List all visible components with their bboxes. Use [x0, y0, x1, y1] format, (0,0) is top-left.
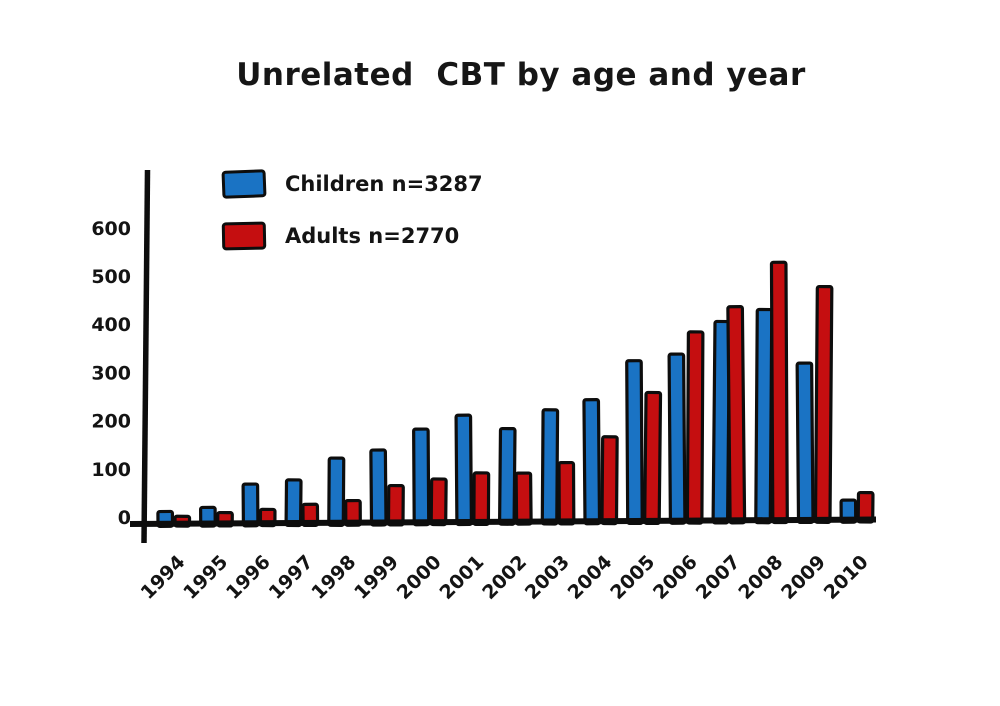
x-tick-label-1994: 1994: [137, 551, 190, 604]
x-tick-label-2001: 2001: [435, 551, 488, 604]
bar-adults-2008: [769, 260, 789, 525]
x-tick-label-2010: 2010: [820, 551, 873, 604]
bar-children-2005: [625, 359, 644, 526]
y-tick-label-300: 300: [91, 362, 131, 384]
legend-label-children: Children n=3287: [285, 171, 483, 196]
x-tick-label-1998: 1998: [307, 551, 360, 604]
legend-item-children: Children n=3287: [221, 168, 483, 199]
bar-children-2009: [795, 361, 815, 525]
bar-adults-2003: [557, 460, 576, 526]
bar-adults-2009: [813, 284, 834, 524]
y-tick-label-100: 100: [91, 459, 131, 481]
bar-adults-2001: [472, 471, 491, 527]
x-tick-label-1995: 1995: [179, 551, 232, 604]
y-tick-label-600: 600: [91, 218, 131, 240]
x-tick-label-2002: 2002: [478, 551, 531, 604]
legend-item-adults: Adults n=2770: [221, 221, 483, 250]
x-tick-label-2005: 2005: [606, 551, 659, 604]
x-tick-label-1996: 1996: [222, 551, 275, 604]
bar-children-1997: [284, 478, 303, 528]
bar-children-1998: [327, 456, 346, 527]
y-axis-line: [141, 169, 151, 544]
bar-children-2003: [540, 408, 560, 526]
chart-title: Unrelated CBT by age and year: [236, 57, 806, 93]
x-tick-label-2009: 2009: [777, 551, 830, 604]
legend: Children n=3287 Adults n=2770: [221, 168, 483, 250]
x-tick-label-2004: 2004: [564, 551, 617, 604]
x-tick-label-2008: 2008: [734, 551, 787, 604]
y-tick-label-500: 500: [91, 266, 131, 288]
bar-adults-2000: [429, 477, 448, 527]
bar-children-2008: [754, 307, 774, 525]
bar-adults-2006: [685, 330, 705, 525]
bar-adults-2002: [514, 471, 533, 526]
x-tick-label-2000: 2000: [393, 551, 446, 604]
y-tick-label-200: 200: [91, 411, 131, 433]
bar-adults-2004: [600, 435, 619, 526]
x-tick-label-1999: 1999: [350, 551, 403, 604]
bar-adults-2007: [726, 305, 747, 525]
x-tick-label-2003: 2003: [521, 551, 574, 604]
bar-children-2001: [454, 413, 474, 527]
bar-children-2000: [412, 427, 431, 527]
bar-children-2006: [667, 352, 687, 525]
bar-children-2004: [582, 398, 602, 526]
y-tick-label-0: 0: [118, 507, 131, 529]
bar-children-2002: [497, 426, 517, 526]
x-tick-label-2006: 2006: [649, 551, 702, 604]
x-axis-line: [129, 516, 877, 527]
y-tick-label-400: 400: [91, 314, 131, 336]
x-tick-label-2007: 2007: [692, 551, 745, 604]
legend-label-adults: Adults n=2770: [285, 223, 460, 248]
x-tick-label-1997: 1997: [265, 551, 318, 604]
bar-adults-2005: [643, 390, 663, 526]
bar-adults-1999: [386, 483, 405, 527]
bar-children-1999: [369, 448, 388, 527]
bar-children-1996: [241, 482, 260, 528]
